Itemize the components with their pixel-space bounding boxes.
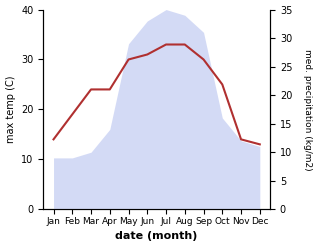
X-axis label: date (month): date (month) — [115, 231, 198, 242]
Y-axis label: med. precipitation (kg/m2): med. precipitation (kg/m2) — [303, 49, 313, 170]
Y-axis label: max temp (C): max temp (C) — [5, 76, 16, 143]
